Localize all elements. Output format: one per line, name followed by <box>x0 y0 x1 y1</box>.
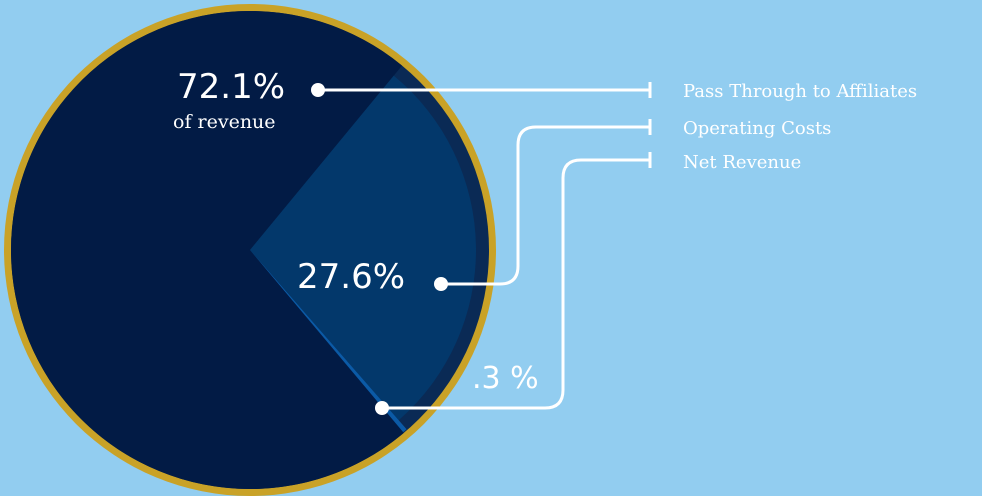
legend-label-net-revenue: Net Revenue <box>683 152 802 173</box>
legend-label-affiliates: Pass Through to Affiliates <box>683 81 918 102</box>
data-label-operating-costs: 27.6% <box>297 257 406 297</box>
slice-affiliates <box>10 10 404 489</box>
leader-line-net-revenue-dot <box>375 401 389 415</box>
slice-net-revenue <box>250 250 407 433</box>
leader-line-operating-costs-dot <box>434 277 448 291</box>
legend-label-operating-costs: Operating Costs <box>683 118 832 139</box>
data-label-affiliates: 72.1% <box>177 67 286 107</box>
leader-line-net-revenue <box>382 158 650 410</box>
data-label-net-revenue: .3 % <box>472 361 539 396</box>
leader-line-operating-costs <box>441 125 650 286</box>
leader-line-affiliates-dot <box>311 83 325 97</box>
slice-operating-costs <box>250 75 477 421</box>
data-sublabel-affiliates: of revenue <box>173 111 276 133</box>
